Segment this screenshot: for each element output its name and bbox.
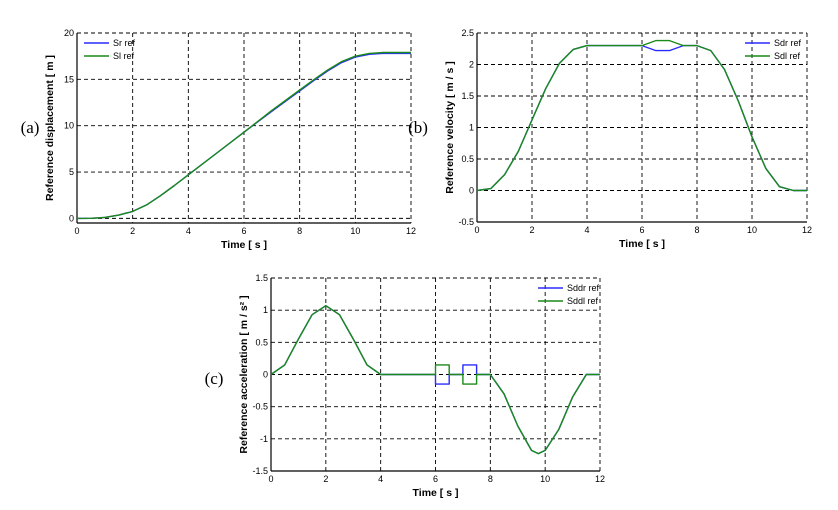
y-axis-label: Reference displacement [ m ] <box>44 55 56 201</box>
y-tick-label: 1 <box>469 123 474 133</box>
x-tick-label: 12 <box>802 225 812 235</box>
x-tick-label: 4 <box>186 226 191 236</box>
x-tick-label: 2 <box>130 226 135 236</box>
x-tick-label: 12 <box>406 226 416 236</box>
legend-label: Sddr ref <box>567 283 600 293</box>
x-tick-label: 8 <box>297 226 302 236</box>
y-tick-label: 0 <box>469 186 474 196</box>
y-tick-label: 0.5 <box>461 154 474 164</box>
x-tick-label: 10 <box>747 225 757 235</box>
y-tick-label: 10 <box>64 121 74 131</box>
y-tick-label: -0.5 <box>458 217 474 227</box>
x-tick-label: 0 <box>268 474 273 484</box>
x-tick-label: 8 <box>488 474 493 484</box>
x-tick-label: 10 <box>540 474 550 484</box>
x-tick-label: 0 <box>74 226 79 236</box>
legend-label: Sddl ref <box>567 296 599 306</box>
y-tick-label: 2 <box>469 60 474 70</box>
series-line-sdl-ref <box>476 39 807 192</box>
x-tick-label: 4 <box>584 225 589 235</box>
y-tick-label: 0 <box>69 213 74 223</box>
series-line-sddl-ref <box>270 305 600 455</box>
x-tick-label: 10 <box>350 226 360 236</box>
panel-label: (b) <box>408 118 428 137</box>
panel-label: (c) <box>205 369 224 388</box>
y-tick-label: 2.5 <box>461 28 474 38</box>
x-tick-label: 6 <box>639 225 644 235</box>
subplot-a: 0 2 4 6 8 10 12 0 5 10 15 20 Sr ref Sl ref Time [ s ] R… <box>21 28 416 251</box>
subplot-c: 0 2 4 6 8 10 12 -1.5 -1 -0.5 0 0.5 1 1.5 Sddr ref Sddl … <box>205 273 605 499</box>
y-tick-label: 5 <box>69 167 74 177</box>
x-tick-label: 4 <box>378 474 383 484</box>
y-tick-label: 1 <box>263 305 268 315</box>
legend-label: Sdr ref <box>774 38 802 48</box>
y-tick-label: -1.5 <box>252 466 268 476</box>
x-tick-label: 8 <box>694 225 699 235</box>
x-axis-label: Time [ s ] <box>413 487 459 499</box>
x-tick-label: 2 <box>529 225 534 235</box>
x-tick-label: 12 <box>595 474 605 484</box>
x-tick-label: 6 <box>433 474 438 484</box>
series-line-sl-ref <box>76 51 411 220</box>
panel-label: (a) <box>21 118 40 137</box>
x-tick-label: 6 <box>241 226 246 236</box>
y-tick-label: 1.5 <box>461 91 474 101</box>
y-tick-label: -1 <box>260 434 268 444</box>
legend-label: Sr ref <box>113 38 136 48</box>
x-axis-label: Time [ s ] <box>221 239 267 251</box>
y-tick-label: -0.5 <box>252 402 268 412</box>
y-tick-label: 1.5 <box>255 273 268 283</box>
x-tick-label: 0 <box>474 225 479 235</box>
y-tick-label: 20 <box>64 28 74 38</box>
x-axis-label: Time [ s ] <box>619 238 665 250</box>
y-tick-label: 15 <box>64 74 74 84</box>
legend-label: Sdl ref <box>774 51 801 61</box>
legend-label: Sl ref <box>113 51 135 61</box>
y-axis-label: Reference acceleration [ m / s² ] <box>238 295 250 453</box>
x-tick-label: 2 <box>323 474 328 484</box>
y-axis-label: Reference velocity [ m / s ] <box>444 61 456 193</box>
y-tick-label: 0 <box>263 370 268 380</box>
y-tick-label: 0.5 <box>255 337 268 347</box>
